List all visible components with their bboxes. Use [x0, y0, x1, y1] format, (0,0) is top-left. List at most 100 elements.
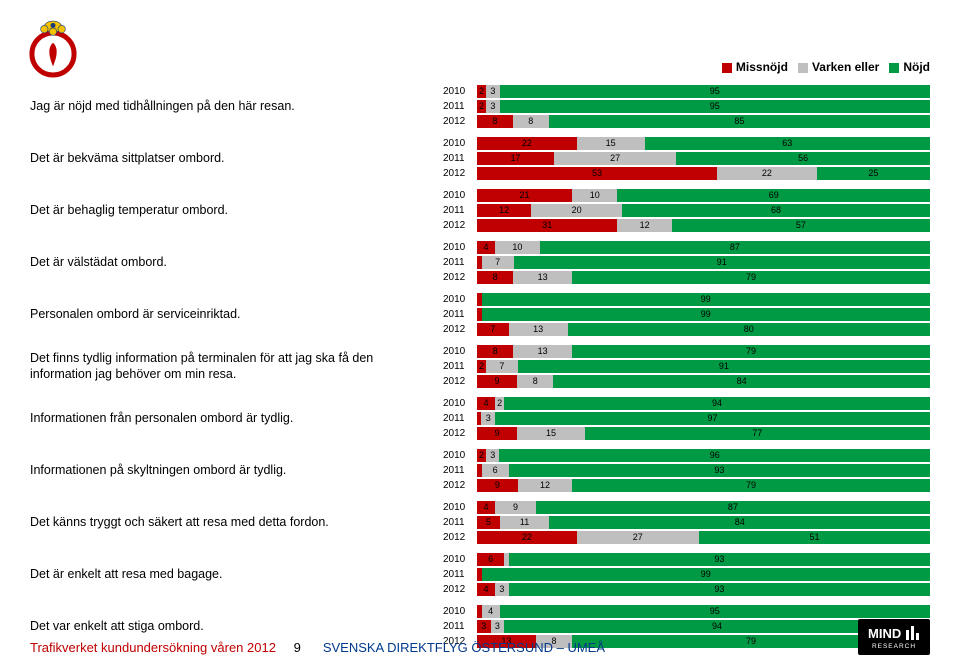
- bar-segment-varken: 7: [482, 256, 514, 269]
- question-row: Det är enkelt att resa med bagage.201069…: [30, 552, 930, 597]
- stacked-bar: 311257: [477, 219, 930, 232]
- bar-segment-varken: 27: [577, 531, 699, 544]
- year-label: 2010: [443, 294, 477, 305]
- year-label: 2012: [443, 324, 477, 335]
- bar-segment-varken: 4: [482, 605, 500, 618]
- bar-segment-varken: 8: [513, 115, 549, 128]
- trafikverket-logo: [22, 18, 84, 80]
- question-label: Personalen ombord är serviceinriktad.: [30, 307, 443, 323]
- footer: Trafikverket kundundersökning våren 2012…: [0, 640, 960, 655]
- legend-swatch-missnojd: [722, 63, 732, 73]
- year-label: 2010: [443, 86, 477, 97]
- year-row: 2012222751: [443, 530, 930, 544]
- year-row: 20128885: [443, 114, 930, 128]
- year-row: 201081379: [443, 344, 930, 358]
- question-row: Det är bekväma sittplatser ombord.201022…: [30, 136, 930, 181]
- legend-label-nojd: Nöjd: [903, 60, 930, 74]
- stacked-bar: 99: [477, 568, 930, 581]
- question-label: Informationen från personalen ombord är …: [30, 411, 443, 427]
- year-row: 201291279: [443, 478, 930, 492]
- mind-research-logo: MIND RESEARCH: [858, 619, 930, 655]
- year-label: 2010: [443, 398, 477, 409]
- bar-segment-missnojd: 4: [477, 397, 495, 410]
- year-label: 2012: [443, 532, 477, 543]
- stacked-bar: 81379: [477, 271, 930, 284]
- stacked-bar: 71380: [477, 323, 930, 336]
- bar-segment-varken: 13: [513, 271, 572, 284]
- bar-segment-nojd: 91: [514, 256, 930, 269]
- bar-segment-missnojd: 3: [477, 620, 491, 633]
- question-label: Jag är nöjd med tidhållningen på den här…: [30, 99, 443, 115]
- footer-left-text: Trafikverket kundundersökning våren 2012: [30, 640, 276, 655]
- bar-segment-missnojd: 4: [477, 501, 495, 514]
- bar-segment-nojd: 56: [676, 152, 930, 165]
- year-row: 201291577: [443, 426, 930, 440]
- year-row: 20104987: [443, 500, 930, 514]
- page-root: Missnöjd Varken eller Nöjd Jag är nöjd med…: [0, 0, 960, 665]
- bar-segment-nojd: 57: [672, 219, 930, 232]
- bar-segment-nojd: 93: [509, 583, 930, 596]
- bar-segment-nojd: 25: [817, 167, 930, 180]
- bar-segment-missnojd: 4: [477, 241, 495, 254]
- stacked-bar: 41087: [477, 241, 930, 254]
- bar-segment-varken: 7: [486, 360, 518, 373]
- year-row: 2011791: [443, 255, 930, 269]
- bar-segment-missnojd: 8: [477, 115, 513, 128]
- question-label: Informationen på skyltningen ombord är t…: [30, 463, 443, 479]
- bar-segment-nojd: 69: [617, 189, 930, 202]
- stacked-bar: 81379: [477, 345, 930, 358]
- year-label: 2011: [443, 621, 477, 632]
- question-chart: 201022156320111727562012532225: [443, 136, 930, 181]
- legend-label-missnojd: Missnöjd: [736, 60, 788, 74]
- question-chart: 20104294 2011 397201291577: [443, 396, 930, 441]
- question-chart: 201021106920111220682012311257: [443, 188, 930, 233]
- year-row: 20102395: [443, 84, 930, 98]
- year-row: 2010693: [443, 552, 930, 566]
- bar-segment-nojd: 94: [504, 397, 930, 410]
- year-label: 2010: [443, 138, 477, 149]
- bar-segment-nojd: 93: [509, 553, 930, 566]
- question-label: Det är behaglig temperatur ombord.: [30, 203, 443, 219]
- bar-segment-missnojd: 2: [477, 449, 486, 462]
- year-row: 201271380: [443, 322, 930, 336]
- legend-label-varken: Varken eller: [812, 60, 879, 74]
- bar-segment-varken: 9: [495, 501, 536, 514]
- bar-segment-nojd: 79: [572, 479, 930, 492]
- year-row: 20124393: [443, 582, 930, 596]
- chart-area: Jag är nöjd med tidhållningen på den här…: [30, 84, 930, 625]
- stacked-bar: 8885: [477, 115, 930, 128]
- year-row: 20104294: [443, 396, 930, 410]
- year-row: 201199: [443, 567, 930, 581]
- question-label: Det är enkelt att resa med bagage.: [30, 567, 443, 583]
- bar-segment-missnojd: 17: [477, 152, 554, 165]
- bar-segment-nojd: 99: [482, 308, 930, 321]
- bar-segment-varken: 8: [517, 375, 553, 388]
- bar-segment-nojd: 91: [518, 360, 930, 373]
- year-label: 2011: [443, 465, 477, 476]
- question-row: Det finns tydlig information på terminal…: [30, 344, 930, 389]
- bar-segment-varken: 27: [554, 152, 676, 165]
- question-label: Det är bekväma sittplatser ombord.: [30, 151, 443, 167]
- year-label: 2012: [443, 428, 477, 439]
- year-label: 2011: [443, 413, 477, 424]
- stacked-bar: 222751: [477, 531, 930, 544]
- year-row: 20112395: [443, 99, 930, 113]
- bar-segment-varken: 20: [531, 204, 622, 217]
- year-row: 2012532225: [443, 166, 930, 180]
- bar-segment-missnojd: 9: [477, 375, 517, 388]
- question-row: Det känns tryggt och säkert att resa med…: [30, 500, 930, 545]
- bar-segment-missnojd: 2: [477, 100, 486, 113]
- legend-swatch-nojd: [889, 63, 899, 73]
- bar-segment-nojd: 87: [536, 501, 930, 514]
- bar-segment-nojd: 99: [482, 293, 930, 306]
- bar-segment-varken: 3: [481, 412, 494, 425]
- stacked-bar: 4393: [477, 583, 930, 596]
- year-row: 2011 397: [443, 411, 930, 425]
- bar-segment-nojd: 68: [622, 204, 930, 217]
- legend: Missnöjd Varken eller Nöjd: [712, 60, 930, 74]
- stacked-bar: 9884: [477, 375, 930, 388]
- year-row: 201281379: [443, 270, 930, 284]
- question-chart: 2010813792011279120129884: [443, 344, 930, 389]
- bar-segment-varken: 11: [500, 516, 550, 529]
- bar-segment-nojd: 97: [495, 412, 930, 425]
